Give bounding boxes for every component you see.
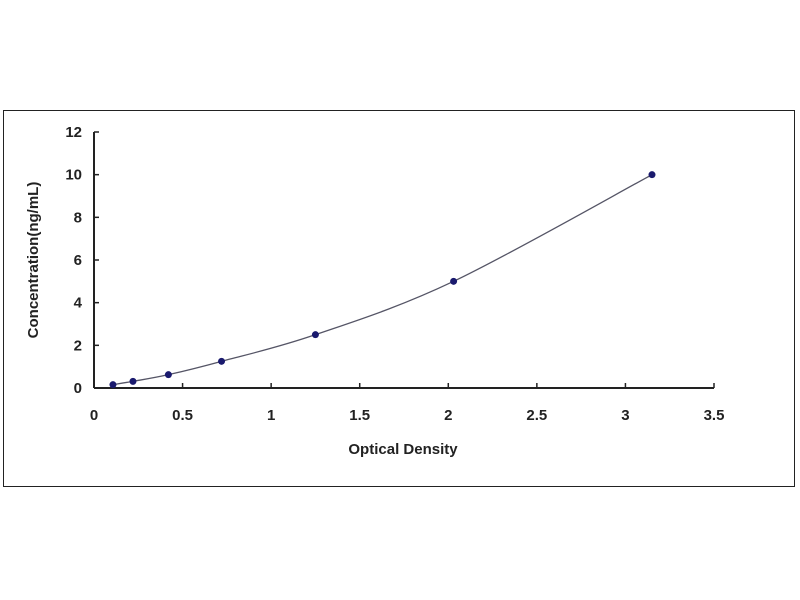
y-tick-label: 10 (65, 167, 82, 184)
x-tick-label: 1 (267, 407, 275, 424)
y-tick-label: 0 (74, 380, 82, 397)
x-tick-label: 3 (621, 407, 629, 424)
data-point (164, 371, 172, 379)
data-point (648, 171, 656, 179)
x-tick-label: 1.5 (349, 407, 370, 424)
x-tick-label: 0.5 (172, 407, 193, 424)
x-axis-label: Optical Density (348, 441, 458, 458)
y-tick-label: 12 (65, 124, 82, 141)
data-point (450, 277, 458, 285)
chart-frame (3, 110, 795, 487)
y-axis-label: Concentration(ng/mL) (25, 182, 42, 339)
y-tick-label: 2 (74, 337, 82, 354)
fit-curve (112, 174, 653, 386)
x-tick-label: 2.5 (526, 407, 547, 424)
x-tick-label: 3.5 (704, 407, 725, 424)
x-tick-label: 2 (444, 407, 452, 424)
y-tick-label: 4 (74, 295, 83, 312)
data-point (109, 381, 117, 389)
data-point (311, 331, 319, 339)
data-point (129, 377, 137, 385)
x-tick-label: 0 (90, 407, 98, 424)
y-tick-label: 8 (74, 209, 82, 226)
data-point (218, 357, 226, 365)
y-tick-label: 6 (74, 252, 82, 269)
